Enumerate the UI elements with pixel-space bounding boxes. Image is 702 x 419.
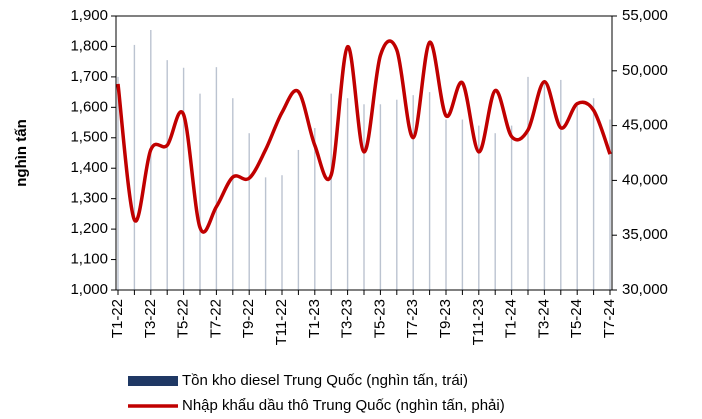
legend-label: Nhập khẩu dầu thô Trung Quốc (nghìn tấn,… xyxy=(182,397,505,414)
bar xyxy=(232,98,234,290)
bar xyxy=(363,104,365,291)
bar xyxy=(478,125,480,290)
x-tick-label: T1-24 xyxy=(503,299,520,338)
y2-tick-label: 45,000 xyxy=(622,117,668,134)
bar xyxy=(527,76,529,290)
y2-tick-label: 35,000 xyxy=(622,226,668,243)
x-tick-label: T7-24 xyxy=(601,299,618,338)
x-tick-label: T9-23 xyxy=(437,299,454,338)
bar xyxy=(346,98,349,290)
y-tick-label: 1,000 xyxy=(70,281,108,298)
bar xyxy=(166,60,168,291)
bar xyxy=(199,93,201,290)
y-tick-label: 1,600 xyxy=(70,98,108,115)
y2-tick-label: 30,000 xyxy=(622,281,668,298)
y2-tick-label: 40,000 xyxy=(622,171,668,188)
bar xyxy=(297,149,300,290)
bar xyxy=(396,99,398,290)
bar xyxy=(379,104,382,291)
x-tick-label: T1-22 xyxy=(109,299,126,338)
y-tick-label: 1,400 xyxy=(70,159,108,176)
y-tick-label: 1,500 xyxy=(70,129,108,146)
x-tick-label: T3-22 xyxy=(142,299,159,338)
y-tick-label: 1,800 xyxy=(70,37,108,54)
bar xyxy=(215,67,218,290)
bar xyxy=(248,133,250,290)
x-tick-label: T5-24 xyxy=(568,299,585,338)
bar xyxy=(560,79,562,290)
bar xyxy=(281,175,283,290)
bar xyxy=(428,92,431,290)
bar xyxy=(494,133,496,290)
bar xyxy=(412,95,414,291)
y-tick-label: 1,200 xyxy=(70,220,108,237)
bar xyxy=(117,76,119,290)
bar xyxy=(330,93,332,290)
x-tick-label: T3-24 xyxy=(535,299,552,338)
line xyxy=(116,39,612,234)
x-tick-label: T7-22 xyxy=(207,299,224,338)
x-tick-label: T11-23 xyxy=(470,299,487,345)
bar xyxy=(264,177,267,290)
bar xyxy=(150,30,152,290)
legend-swatch xyxy=(128,376,178,386)
y-tick-label: 1,700 xyxy=(70,68,108,85)
x-tick-label: T5-22 xyxy=(175,299,192,338)
bar xyxy=(182,67,185,290)
y2-tick-label: 50,000 xyxy=(622,62,668,79)
x-tick-label: T9-22 xyxy=(240,299,257,338)
y-axis-label: nghìn tấn xyxy=(13,119,30,187)
bar xyxy=(461,119,464,290)
bar xyxy=(576,105,578,290)
x-tick-label: T1-23 xyxy=(306,299,323,338)
x-tick-label: T3-23 xyxy=(339,299,356,338)
bar xyxy=(543,79,546,290)
y-tick-label: 1,900 xyxy=(70,7,108,24)
bar xyxy=(609,119,611,290)
bar xyxy=(592,98,595,290)
y-tick-label: 1,300 xyxy=(70,190,108,207)
bar xyxy=(133,44,136,290)
y-tick-label: 1,100 xyxy=(70,251,108,268)
bar xyxy=(445,119,447,290)
bar xyxy=(510,125,513,290)
y2-tick-label: 55,000 xyxy=(622,7,668,24)
x-tick-label: T11-22 xyxy=(273,299,290,345)
legend-label: Tồn kho diesel Trung Quốc (nghìn tấn, tr… xyxy=(182,372,468,389)
x-tick-label: T5-23 xyxy=(371,299,388,338)
x-tick-label: T7-23 xyxy=(404,299,421,338)
bar xyxy=(314,128,316,290)
